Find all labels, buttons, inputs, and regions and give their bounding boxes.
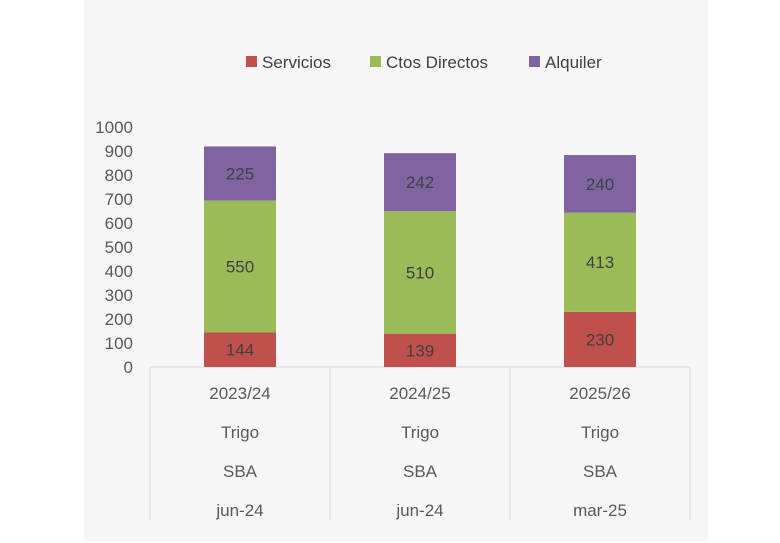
data-label: 144 — [226, 341, 254, 360]
bar-segment-alquiler — [564, 155, 636, 213]
legend-swatch — [370, 56, 381, 67]
x-category-label: SBA — [583, 462, 618, 481]
data-label: 550 — [226, 257, 254, 276]
bar-segment-alquiler — [384, 153, 456, 212]
bar-segment-ctos-directos — [384, 211, 456, 334]
x-category-label: SBA — [403, 462, 438, 481]
y-tick-label: 1000 — [95, 118, 133, 137]
y-tick-label: 700 — [105, 190, 133, 209]
y-tick-label: 300 — [105, 286, 133, 305]
x-category-label: Trigo — [581, 423, 619, 442]
x-category-label: jun-24 — [215, 501, 263, 520]
data-label: 230 — [586, 330, 614, 349]
bar-segment-servicios — [204, 332, 276, 367]
data-label: 242 — [406, 173, 434, 192]
data-label: 225 — [226, 164, 254, 183]
x-category-label: Trigo — [221, 423, 259, 442]
y-tick-label: 500 — [105, 238, 133, 257]
x-category-label: jun-24 — [395, 501, 443, 520]
bar-segment-servicios — [384, 333, 456, 367]
data-label: 413 — [586, 253, 614, 272]
bar-segment-ctos-directos — [204, 200, 276, 333]
y-tick-label: 100 — [105, 334, 133, 353]
legend-swatch — [246, 56, 257, 67]
x-category-label: 2025/26 — [569, 384, 630, 403]
data-label: 510 — [406, 263, 434, 282]
y-tick-label: 900 — [105, 142, 133, 161]
x-category-label: Trigo — [401, 423, 439, 442]
legend-label: Servicios — [262, 53, 331, 72]
x-category-label: SBA — [223, 462, 258, 481]
bar-segment-servicios — [564, 311, 636, 367]
legend-swatch — [529, 56, 540, 67]
legend-label: Alquiler — [545, 53, 602, 72]
x-category-label: mar-25 — [573, 501, 627, 520]
data-label: 240 — [586, 175, 614, 194]
x-category-label: 2023/24 — [209, 384, 270, 403]
y-tick-label: 800 — [105, 166, 133, 185]
x-category-label: 2024/25 — [389, 384, 450, 403]
bar-segment-alquiler — [204, 146, 276, 201]
data-label: 139 — [406, 341, 434, 360]
bar-segment-ctos-directos — [564, 212, 636, 312]
y-tick-label: 200 — [105, 310, 133, 329]
y-tick-label: 0 — [124, 358, 133, 377]
legend-label: Ctos Directos — [386, 53, 488, 72]
y-tick-label: 400 — [105, 262, 133, 281]
y-tick-label: 600 — [105, 214, 133, 233]
